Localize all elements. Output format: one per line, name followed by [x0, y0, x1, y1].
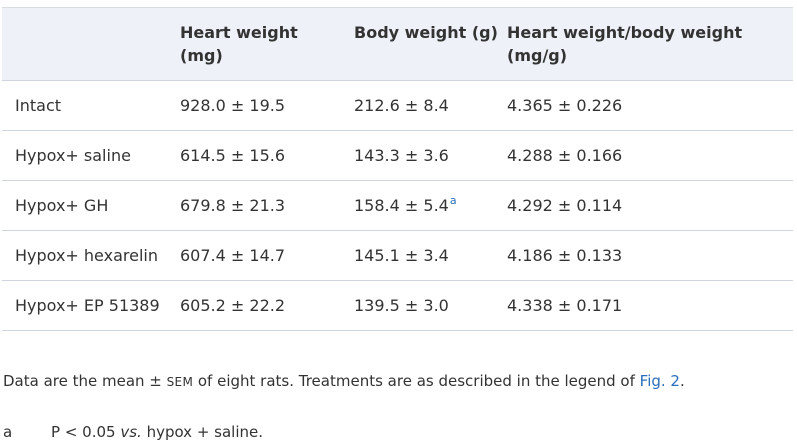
row-group: Hypox+ EP 51389	[2, 280, 180, 331]
footnote-text-start: P < 0.05	[51, 423, 121, 441]
row-body-weight: 145.1 ± 3.4	[354, 230, 507, 281]
header-row: Heart weight (mg) Body weight (g) Heart …	[2, 7, 793, 81]
table-row: Hypox+ GH 679.8 ± 21.3 158.4 ± 5.4a 4.29…	[2, 180, 793, 231]
footnote-label: a	[3, 423, 13, 441]
row-ratio: 4.288 ± 0.166	[507, 130, 793, 181]
row-body-weight: 212.6 ± 8.4	[354, 80, 507, 131]
header-ratio: Heart weight/body weight (mg/g)	[507, 7, 793, 81]
note-text-end: .	[679, 372, 685, 390]
table-row: Hypox+ saline 614.5 ± 15.6 143.3 ± 3.6 4…	[2, 130, 793, 181]
header-group	[2, 7, 180, 81]
header-heart-weight: Heart weight (mg)	[180, 7, 354, 81]
table-row: Hypox+ EP 51389 605.2 ± 22.2 139.5 ± 3.0…	[2, 280, 793, 331]
row-group: Hypox+ GH	[2, 180, 180, 231]
footnote-italic: vs.	[120, 423, 142, 441]
row-body-weight: 158.4 ± 5.4a	[354, 180, 507, 231]
row-heart-weight: 679.8 ± 21.3	[180, 180, 354, 231]
footnote-text-end: hypox + saline.	[141, 423, 264, 441]
row-body-weight: 139.5 ± 3.0	[354, 280, 507, 331]
data-table: Heart weight (mg) Body weight (g) Heart …	[2, 7, 793, 331]
row-heart-weight: 607.4 ± 14.7	[180, 230, 354, 281]
row-body-weight: 143.3 ± 3.6	[354, 130, 507, 181]
row-ratio: 4.365 ± 0.226	[507, 80, 793, 131]
table-note: Data are the mean ± SEM of eight rats. T…	[3, 370, 685, 393]
figure-link[interactable]: Fig. 2	[639, 372, 680, 390]
row-heart-weight: 614.5 ± 15.6	[180, 130, 354, 181]
row-group: Intact	[2, 80, 180, 131]
row-heart-weight: 605.2 ± 22.2	[180, 280, 354, 331]
table-row: Hypox+ hexarelin 607.4 ± 14.7 145.1 ± 3.…	[2, 230, 793, 281]
header-body-weight: Body weight (g)	[354, 7, 507, 81]
row-group: Hypox+ saline	[2, 130, 180, 181]
row-heart-weight: 928.0 ± 19.5	[180, 80, 354, 131]
note-text-start: Data are the mean ±	[3, 372, 167, 390]
table-row: Intact 928.0 ± 19.5 212.6 ± 8.4 4.365 ± …	[2, 80, 793, 131]
row-ratio: 4.186 ± 0.133	[507, 230, 793, 281]
note-sem: SEM	[166, 375, 194, 389]
row-ratio: 4.338 ± 0.171	[507, 280, 793, 331]
row-group: Hypox+ hexarelin	[2, 230, 180, 281]
body-weight-value: 158.4 ± 5.4	[354, 196, 449, 215]
footnote-marker-link[interactable]: a	[449, 194, 457, 207]
footnote-a: a P < 0.05 vs. hypox + saline.	[3, 421, 263, 443]
row-ratio: 4.292 ± 0.114	[507, 180, 793, 231]
note-text-middle: of eight rats. Treatments are as describ…	[193, 372, 640, 390]
